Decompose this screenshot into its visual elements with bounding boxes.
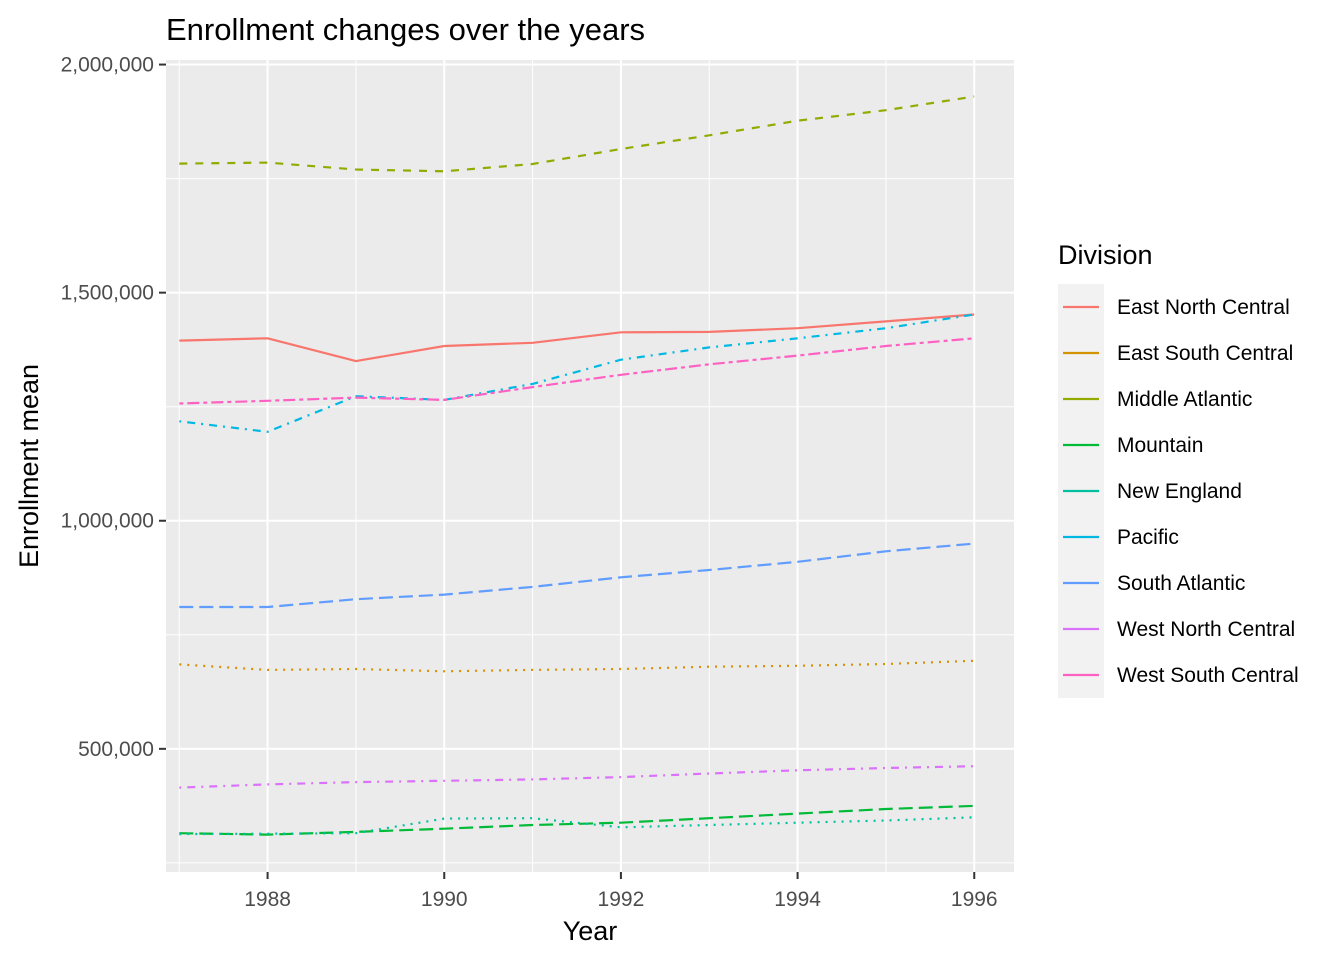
legend-label: Middle Atlantic [1117, 388, 1252, 411]
series-line-mountain [179, 804, 975, 836]
x-tick-label: 1990 [421, 888, 468, 911]
x-tick-label: 1992 [598, 888, 645, 911]
y-tick-label: 1,000,000 [61, 510, 154, 533]
series-line-pacific [179, 313, 975, 433]
series-line-west-south-central [179, 337, 975, 405]
legend-label: West North Central [1117, 618, 1295, 641]
chart-title: Enrollment changes over the years [166, 12, 645, 47]
x-axis: 1988 1990 1992 1994 1996 [244, 872, 998, 911]
legend-label: Pacific [1117, 526, 1179, 549]
x-tick-label: 1996 [951, 888, 998, 911]
y-tick-label: 1,500,000 [61, 282, 154, 305]
legend-label: East North Central [1117, 296, 1290, 319]
series-line-new-england [179, 816, 975, 836]
series-line-middle-atlantic [179, 95, 975, 173]
y-axis-title: Enrollment mean [14, 364, 44, 568]
x-tick-label: 1994 [774, 888, 821, 911]
major-gridlines [166, 60, 1014, 872]
legend-label: New England [1117, 480, 1242, 503]
legend-label: Mountain [1117, 434, 1203, 457]
y-tick-label: 2,000,000 [61, 54, 154, 77]
x-axis-title: Year [563, 916, 618, 946]
x-tick-label: 1988 [244, 888, 291, 911]
legend-label: West South Central [1117, 664, 1299, 687]
legend-label: East South Central [1117, 342, 1293, 365]
legend: Division East North Central East South Ce… [1058, 240, 1299, 698]
series-line-south-atlantic [179, 542, 975, 609]
series-line-east-north-central [179, 313, 975, 363]
legend-label: South Atlantic [1117, 572, 1245, 595]
series-lines [179, 95, 975, 836]
legend-items: East North Central East South Central Midd… [1058, 284, 1299, 698]
y-axis: 500,000 1,000,000 1,500,000 2,000,000 [61, 54, 166, 761]
series-line-west-north-central [179, 765, 975, 789]
plot-panel [166, 60, 1014, 872]
legend-title: Division [1058, 240, 1153, 270]
y-tick-label: 500,000 [78, 738, 154, 761]
minor-gridlines [166, 60, 1014, 872]
